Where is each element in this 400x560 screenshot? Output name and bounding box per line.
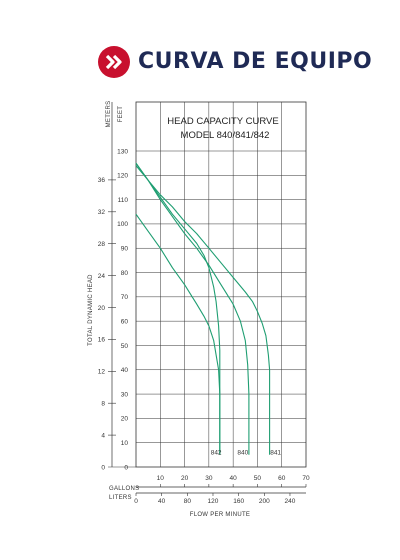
gallon-tick-label: 70 xyxy=(302,475,310,482)
meter-tick-label: 20 xyxy=(98,305,106,312)
gallon-tick-label: 40 xyxy=(230,475,238,482)
double-chevron-right-icon xyxy=(98,46,130,78)
liter-tick-label: 80 xyxy=(184,498,192,505)
gallon-tick-label: 60 xyxy=(278,475,286,482)
zero-tick-label: 0 xyxy=(101,464,105,471)
gallon-tick-label: 50 xyxy=(254,475,262,482)
x-liters-label: LITERS xyxy=(109,495,132,501)
gallon-tick-label: 30 xyxy=(205,475,213,482)
x-axis-title: FLOW PER MINUTE xyxy=(190,512,251,518)
meter-tick-label: 32 xyxy=(98,209,106,216)
feet-tick-label: 90 xyxy=(121,246,129,253)
curve-label: 841 xyxy=(270,450,281,457)
series-line-0 xyxy=(135,213,221,455)
meter-tick-label: 36 xyxy=(98,177,106,184)
plot-frame xyxy=(135,101,307,468)
feet-tick-label: 50 xyxy=(121,343,129,350)
page-title: CURVA DE EQUIPO xyxy=(138,49,373,74)
logo-chevron-1 xyxy=(105,54,115,70)
meter-tick-label: 16 xyxy=(98,337,106,344)
y-axis-title: TOTAL DYNAMIC HEAD xyxy=(88,274,94,346)
series-line-2 xyxy=(135,162,250,455)
y-meters-label: METERS xyxy=(106,101,112,128)
liter-tick-label: 0 xyxy=(134,498,138,505)
gallon-tick-label: 10 xyxy=(157,475,165,482)
meter-tick-label: 24 xyxy=(98,273,106,280)
chart-subtitle: MODEL 840/841/842 xyxy=(181,130,270,141)
meter-tick-label: 4 xyxy=(101,432,105,439)
liter-tick-label: 240 xyxy=(285,498,296,505)
chart-grid xyxy=(135,101,307,468)
liter-tick-label: 40 xyxy=(158,498,166,505)
curve-label: 840 xyxy=(237,450,248,457)
series-line-3 xyxy=(135,165,271,455)
liter-tick-label: 120 xyxy=(208,498,219,505)
feet-tick-label: 10 xyxy=(121,440,129,447)
liter-tick-label: 160 xyxy=(233,498,244,505)
feet-tick-label: 0 xyxy=(124,464,128,471)
feet-tick-label: 20 xyxy=(121,416,129,423)
chart-title: HEAD CAPACITY CURVE xyxy=(167,116,278,127)
meter-tick-label: 12 xyxy=(98,369,106,376)
header: CURVA DE EQUIPO xyxy=(0,40,400,84)
feet-tick-label: 70 xyxy=(121,294,129,301)
meter-tick-label: 8 xyxy=(101,401,105,408)
chart-series xyxy=(135,162,271,455)
meter-tick-label: 28 xyxy=(98,241,106,248)
feet-tick-label: 110 xyxy=(118,197,129,204)
feet-tick-label: 120 xyxy=(117,173,128,180)
curve-label: 842 xyxy=(211,450,222,457)
liter-tick-label: 200 xyxy=(259,498,270,505)
feet-tick-label: 100 xyxy=(117,221,128,228)
gallon-tick-label: 20 xyxy=(181,475,189,482)
series-line-1 xyxy=(135,162,221,455)
x-gallons-label: GALLONS xyxy=(109,486,139,492)
y-feet-label: FEET xyxy=(118,106,124,123)
feet-tick-label: 40 xyxy=(121,367,129,374)
feet-tick-label: 80 xyxy=(121,270,129,277)
feet-tick-label: 130 xyxy=(117,148,128,155)
feet-tick-label: 30 xyxy=(121,391,129,398)
logo-chevron-2 xyxy=(112,54,122,70)
feet-tick-label: 60 xyxy=(121,318,129,325)
chart-axes xyxy=(108,102,307,496)
